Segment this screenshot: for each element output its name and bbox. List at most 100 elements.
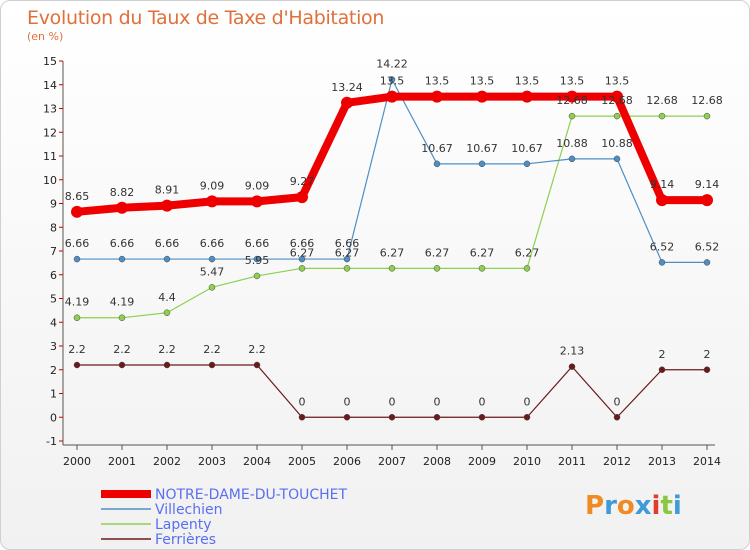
x-tick-label: 2002 (153, 455, 181, 468)
data-label: 12.68 (601, 94, 633, 107)
data-label: 2.2 (203, 343, 221, 356)
data-label: 4.19 (110, 296, 135, 309)
data-point (523, 160, 531, 168)
data-point (433, 414, 441, 421)
data-point (613, 155, 621, 163)
legend-label: Villechien (155, 502, 223, 518)
data-label: 0 (479, 395, 486, 408)
y-tick-label: 6 (50, 269, 57, 282)
data-label: 6.27 (380, 246, 405, 259)
data-point (253, 272, 261, 280)
x-tick-label: 2007 (378, 455, 406, 468)
logo-letter: o (616, 491, 635, 521)
data-label: 13.5 (380, 75, 405, 88)
data-label: 13.5 (560, 75, 585, 88)
y-tick-label: 5 (50, 293, 57, 306)
data-label: 6.27 (470, 246, 495, 259)
logo-letter: i (651, 491, 661, 521)
y-tick-label: -1 (46, 435, 57, 448)
data-label: 9.27 (290, 175, 315, 188)
logo-letter: i (672, 491, 682, 521)
data-point (613, 414, 621, 421)
x-tick-label: 2004 (243, 455, 271, 468)
data-point (118, 255, 126, 263)
data-label: 0 (389, 395, 396, 408)
data-label: 12.68 (556, 94, 588, 107)
data-point (118, 361, 126, 369)
data-point (703, 112, 711, 120)
data-label: 12.68 (646, 94, 678, 107)
data-label: 8.82 (110, 186, 135, 199)
data-label: 0 (344, 395, 351, 408)
data-label: 9.14 (695, 178, 720, 191)
data-label: 9.14 (650, 178, 675, 191)
data-label: 6.66 (155, 237, 180, 250)
data-point (73, 255, 81, 263)
y-tick-label: 10 (43, 174, 57, 187)
data-label: 10.67 (511, 142, 543, 155)
legend-label: Lapenty (155, 517, 212, 533)
y-tick-label: 7 (50, 245, 57, 258)
y-tick-label: 11 (43, 150, 57, 163)
data-point (208, 255, 216, 263)
data-label: 5.95 (245, 254, 270, 267)
data-point (251, 195, 263, 208)
x-tick-label: 2006 (333, 455, 361, 468)
data-label: 10.88 (601, 137, 633, 150)
data-point (566, 90, 578, 103)
data-label: 4.4 (158, 291, 176, 304)
data-point (703, 366, 711, 373)
data-label: 13.24 (331, 81, 363, 94)
data-point (116, 201, 128, 214)
chart-subtitle: (en %) (27, 30, 64, 43)
data-label: 8.65 (65, 190, 90, 203)
series-lapenty (73, 112, 711, 321)
data-point (613, 112, 621, 120)
y-tick-label: 8 (50, 221, 57, 234)
data-label: 6.52 (695, 240, 720, 253)
y-tick-label: 13 (43, 103, 57, 116)
data-point (253, 361, 261, 369)
data-label: 6.27 (290, 246, 315, 259)
data-point (431, 90, 443, 103)
x-tick-label: 2009 (468, 455, 496, 468)
data-point (208, 284, 216, 291)
data-label: 6.66 (200, 237, 225, 250)
data-point (656, 194, 668, 207)
data-point (386, 90, 398, 103)
y-tick-label: 15 (43, 55, 57, 68)
data-label: 6.66 (65, 237, 90, 250)
y-tick-label: 14 (43, 79, 57, 92)
data-label: 6.52 (650, 240, 675, 253)
data-point (343, 265, 351, 272)
data-point (208, 361, 216, 369)
legend-label: Ferrières (155, 532, 216, 548)
y-tick-label: 9 (50, 198, 57, 211)
data-point (701, 194, 713, 207)
logo-letter: t (660, 491, 673, 521)
data-label: 13.5 (605, 75, 630, 88)
data-point (73, 314, 81, 321)
data-label: 13.5 (470, 75, 495, 88)
data-label: 9.09 (200, 179, 225, 192)
data-point (206, 195, 218, 208)
data-point (568, 155, 576, 163)
data-point (343, 255, 351, 263)
data-point (341, 96, 353, 109)
data-point (611, 90, 623, 103)
data-label: 10.67 (466, 142, 498, 155)
chart-title: Evolution du Taux de Taxe d'Habitation (27, 7, 385, 29)
data-point (118, 314, 126, 321)
data-point (343, 414, 351, 421)
data-label: 13.5 (515, 75, 540, 88)
data-label: 13.5 (425, 75, 450, 88)
x-tick-label: 2005 (288, 455, 316, 468)
proxiti-logo: Proxiti (585, 491, 682, 521)
data-point (523, 414, 531, 421)
x-tick-label: 2014 (693, 455, 721, 468)
data-point (476, 90, 488, 103)
y-tick-label: 1 (50, 388, 57, 401)
legend-label: NOTRE-DAME-DU-TOUCHET (155, 487, 348, 503)
